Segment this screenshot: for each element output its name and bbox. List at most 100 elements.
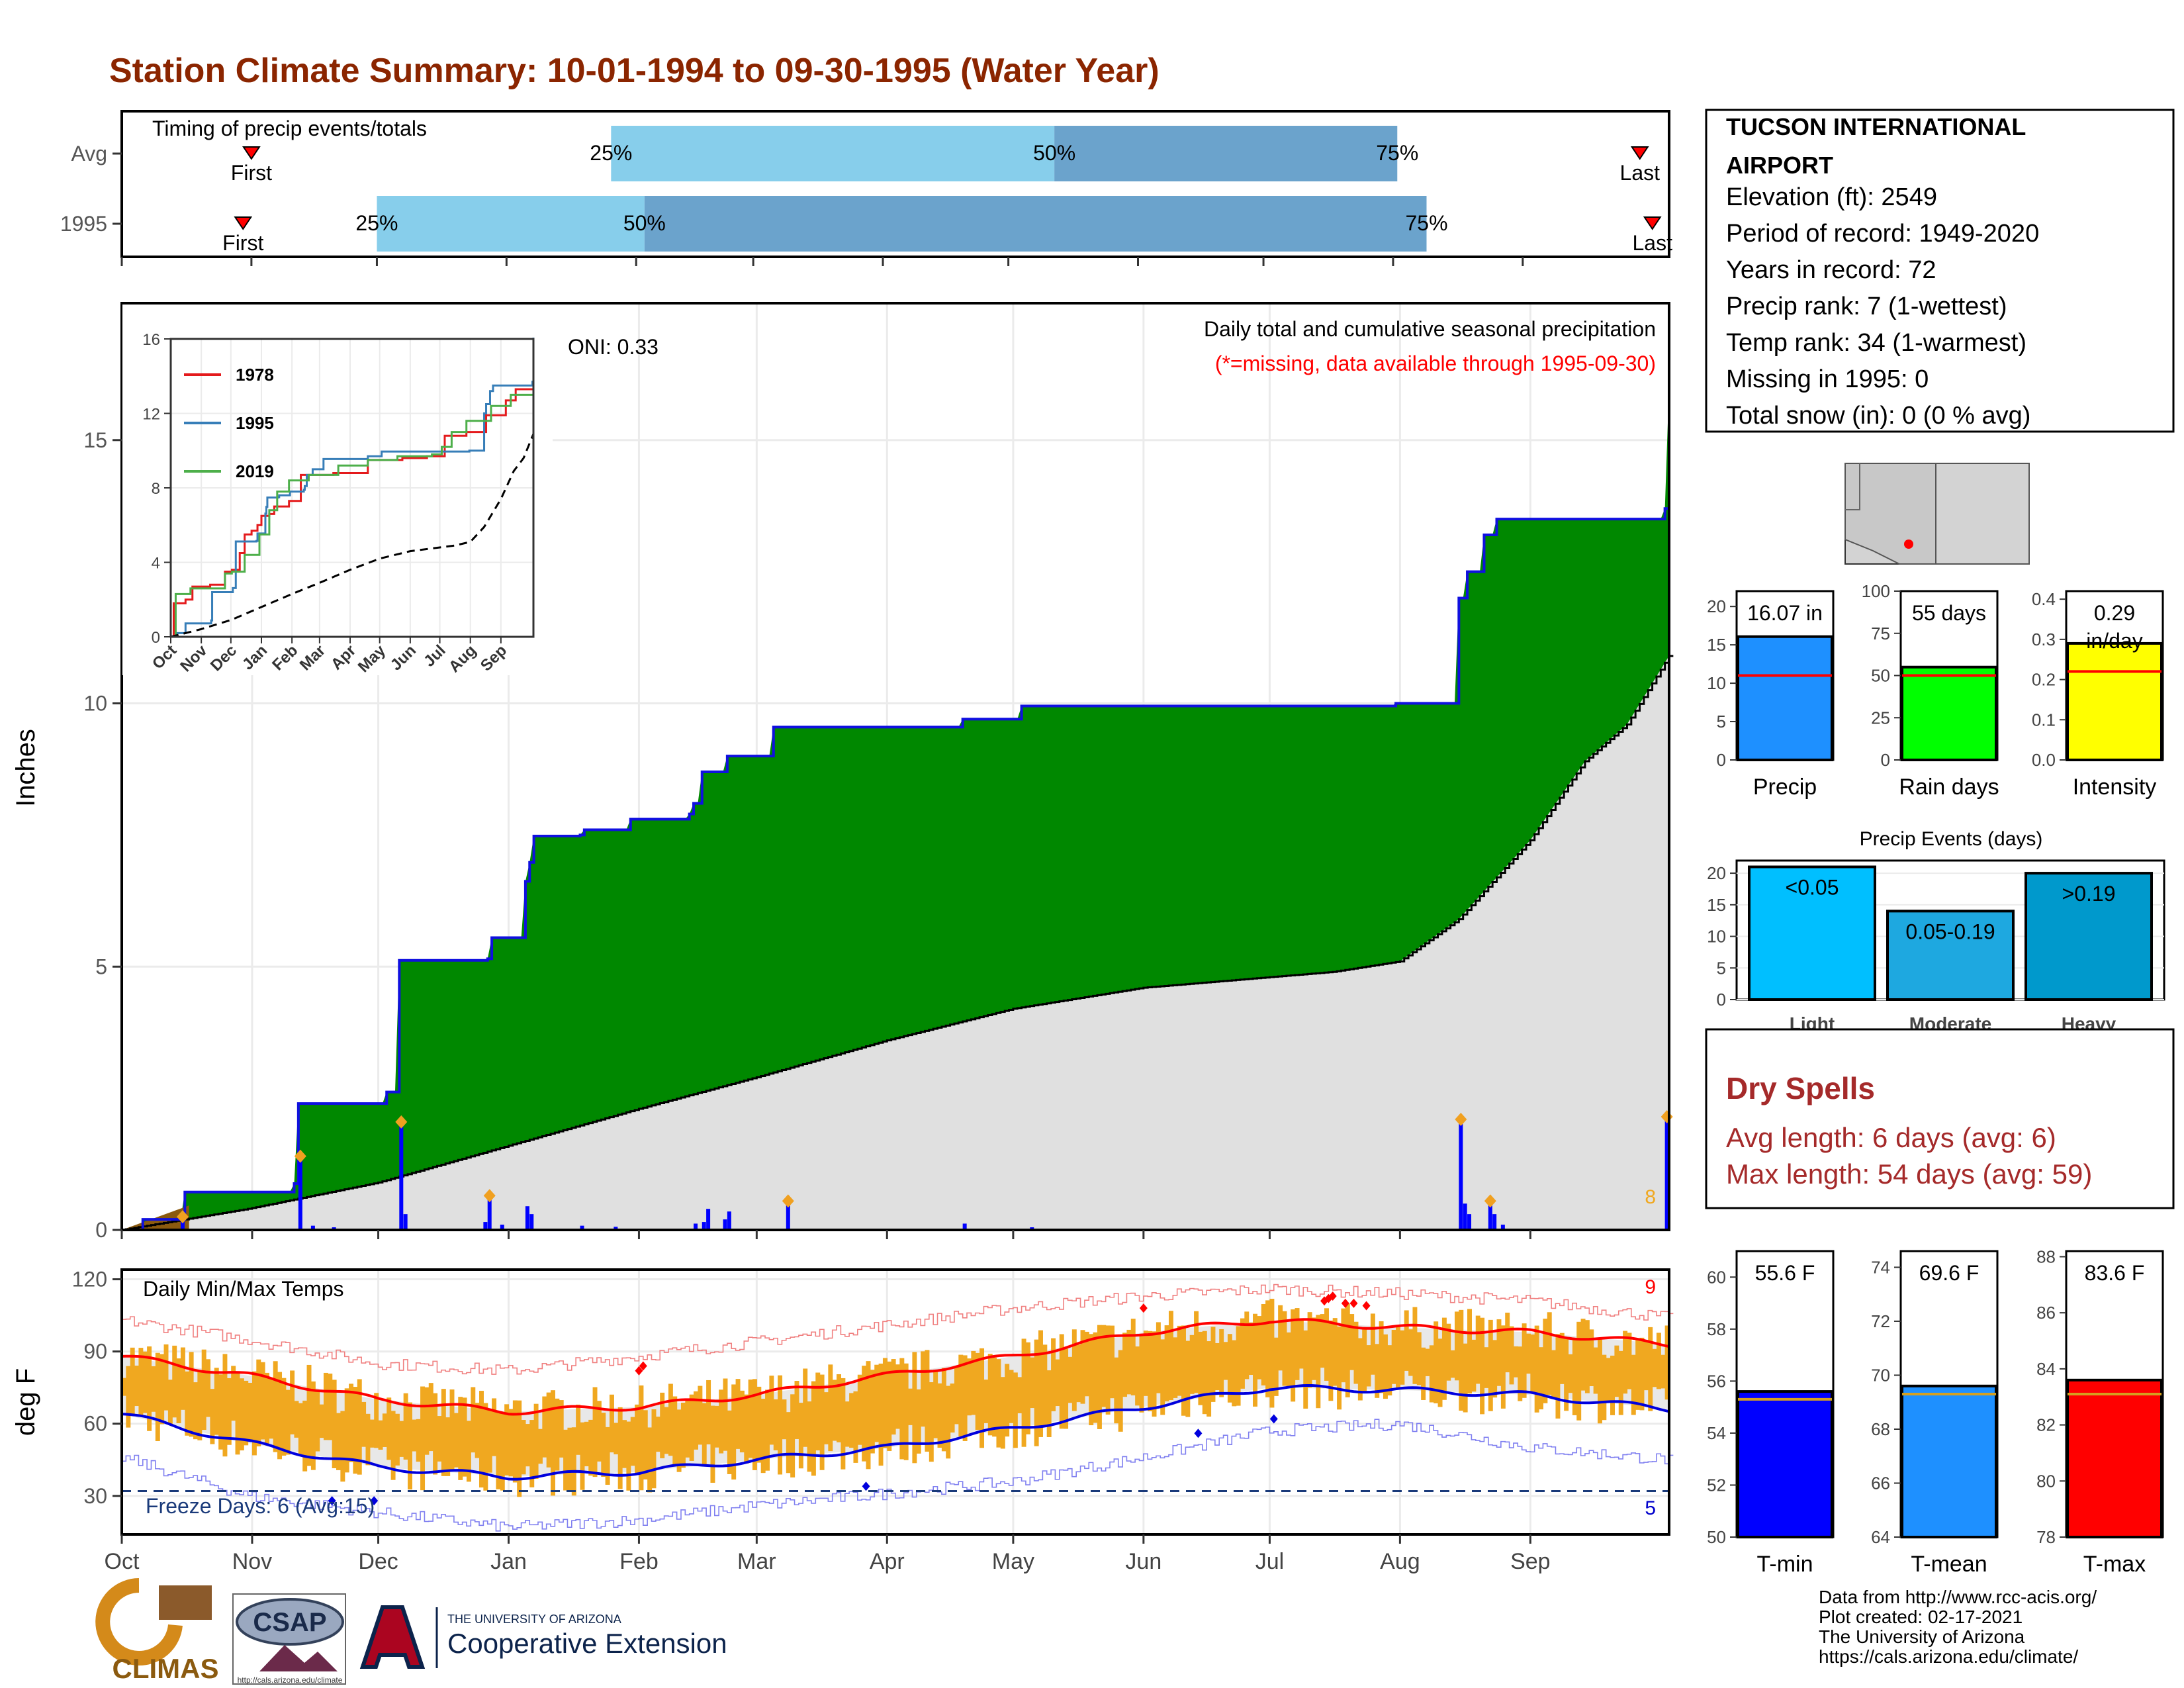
daily-temp-range-bar	[466, 1421, 471, 1482]
daily-temp-range-bar	[563, 1429, 569, 1491]
daily-temp-range-bar	[887, 1361, 892, 1452]
daily-temp-range-bar	[1534, 1325, 1539, 1413]
events-bar-moderate	[1886, 910, 2015, 1002]
inset-average-line	[170, 433, 535, 638]
daily-temp-range-bar	[424, 1387, 430, 1455]
summary-y-tick-label: 0.4	[2032, 589, 2056, 609]
summary-value-label: 0.29	[2094, 601, 2135, 625]
precip-plot	[122, 383, 1674, 1231]
climas-logo: CLIMAS	[95, 1578, 219, 1684]
summary-category-label: T-max	[2083, 1552, 2146, 1577]
daily-temp-range-bar	[946, 1385, 951, 1459]
daily-temp-range-bar	[1105, 1325, 1111, 1415]
daily-temp-range-bar	[1324, 1308, 1329, 1381]
csap-url: http://cals.arizona.edu/climate	[238, 1675, 343, 1685]
record-low-marker	[1269, 1414, 1278, 1424]
daily-temp-range-bar	[1332, 1318, 1338, 1386]
daily-temp-range-bar	[1130, 1319, 1136, 1395]
daily-temp-range-bar	[1135, 1346, 1140, 1406]
daily-temp-range-bar	[1484, 1347, 1489, 1388]
daily-temp-range-bar	[1505, 1312, 1510, 1373]
daily-temp-range-bar	[912, 1352, 917, 1464]
daily-precip-bar	[1492, 1214, 1497, 1230]
daily-temp-range-bar	[643, 1410, 648, 1479]
daily-temp-range-bar	[694, 1391, 698, 1450]
daily-temp-range-bar	[1328, 1320, 1334, 1401]
daily-temp-range-bar	[231, 1366, 236, 1421]
daily-temp-range-bar	[756, 1386, 762, 1463]
inset-y-tick-label: 8	[152, 480, 160, 498]
cumulative-surplus-area	[122, 383, 1669, 1230]
daily-temp-range-bar	[1433, 1321, 1439, 1403]
daily-temp-range-bar	[979, 1348, 985, 1448]
daily-temp-range-bar	[504, 1404, 510, 1476]
temp-x-tick-label: Sep	[1510, 1549, 1551, 1574]
daily-temp-range-bar	[521, 1420, 526, 1475]
daily-temp-range-bar	[1298, 1318, 1304, 1369]
daily-temp-range-bar	[1076, 1344, 1081, 1403]
daily-temp-range-bar	[584, 1421, 589, 1467]
daily-max-marker	[395, 1115, 408, 1129]
daily-temp-range-bar	[369, 1419, 375, 1448]
station-snow: Total snow (in): 0 (0 % avg)	[1726, 402, 2030, 430]
summary-y-tick-label: 0.0	[2032, 750, 2056, 770]
daily-temp-range-bar	[1416, 1332, 1422, 1385]
daily-temp-range-bar	[1349, 1314, 1355, 1370]
csap-cloud-icon	[236, 1598, 344, 1646]
daily-temp-range-bar	[1664, 1325, 1670, 1400]
daily-temp-range-bar	[1148, 1331, 1153, 1411]
summary-y-tick-label: 58	[1707, 1319, 1726, 1339]
daily-temp-range-bar	[1210, 1327, 1216, 1402]
summary-bar-t-max	[2066, 1378, 2163, 1538]
daily-temp-range-bar	[1168, 1311, 1173, 1400]
daily-temp-range-bar	[1223, 1342, 1228, 1380]
record-min-line	[122, 1419, 1674, 1532]
daily-temp-range-bar	[1627, 1333, 1632, 1389]
summary-y-tick-label: 50	[1871, 666, 1890, 686]
daily-temp-range-bar	[1500, 1325, 1506, 1409]
daily-temp-range-bar	[941, 1368, 946, 1452]
daily-temp-range-bar	[891, 1359, 896, 1435]
precip-corner-note: 8	[1645, 1186, 1656, 1208]
daily-temp-range-bar	[500, 1413, 505, 1491]
daily-temp-range-bar	[794, 1381, 799, 1439]
inset-series-1978	[171, 374, 535, 638]
csap-logo: CSAP http://cals.arizona.edu/climate	[232, 1593, 346, 1685]
daily-temp-range-bar	[744, 1394, 749, 1464]
page-title: Station Climate Summary: 10-01-1994 to 0…	[109, 52, 1160, 90]
daily-temp-range-bar	[862, 1366, 867, 1462]
daily-temp-range-bar	[1118, 1350, 1123, 1432]
daily-temp-range-bar	[921, 1351, 926, 1427]
precip-y-tick-label: 0	[95, 1218, 107, 1242]
daily-temp-range-bar	[1568, 1354, 1573, 1393]
freeze-days-label: Freeze Days: 6 (Avg:15)	[146, 1494, 375, 1518]
daily-temp-range-bar	[1425, 1348, 1430, 1376]
daily-temp-range-bar	[1412, 1307, 1418, 1384]
daily-temp-range-bar	[298, 1403, 303, 1456]
daily-temp-range-bar	[1547, 1312, 1552, 1395]
daily-temp-range-bar	[551, 1390, 555, 1496]
inset-y-tick-label: 4	[152, 555, 160, 573]
temp-y-label: deg F	[11, 1368, 40, 1436]
daily-temp-range-bar	[748, 1380, 753, 1458]
temp-x-tick-label: Mar	[737, 1549, 776, 1574]
inset-plot	[170, 338, 535, 638]
daily-temp-range-bar	[412, 1419, 417, 1452]
daily-temp-range-bar	[1236, 1326, 1241, 1406]
average-cumulative-line	[122, 655, 1674, 1231]
daily-temp-range-bar	[1291, 1309, 1296, 1402]
record-low-marker	[328, 1496, 336, 1506]
record-high-marker	[1362, 1301, 1371, 1311]
daily-temp-range-bar	[1316, 1315, 1321, 1409]
temp-chart-title: Daily Min/Max Temps	[143, 1277, 343, 1301]
daily-temp-range-bar	[1051, 1338, 1056, 1411]
daily-temp-range-bar	[1652, 1348, 1657, 1387]
daily-temp-range-bar	[895, 1364, 900, 1429]
summary-y-tick-label: 86	[2036, 1303, 2056, 1323]
daily-temp-range-bar	[214, 1368, 219, 1435]
daily-temp-range-bar	[475, 1403, 480, 1458]
daily-temp-range-bar	[1471, 1339, 1477, 1392]
daily-temp-range-bar	[315, 1389, 320, 1452]
daily-temp-range-bar	[878, 1363, 884, 1466]
daily-temp-range-bar	[996, 1359, 1001, 1448]
